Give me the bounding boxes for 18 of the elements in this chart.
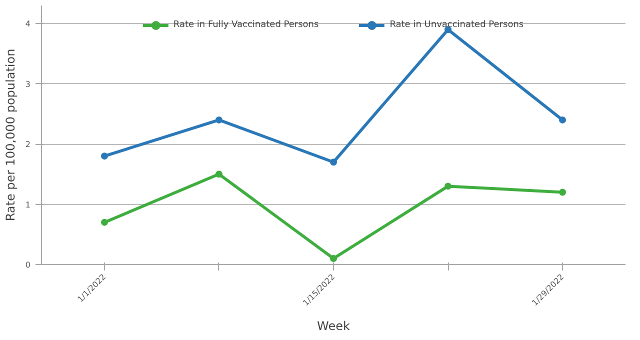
point [559, 116, 566, 124]
x-axis-title: Week [317, 318, 350, 333]
point [444, 182, 452, 190]
point [215, 170, 222, 178]
point [215, 116, 222, 124]
legend-label: Rate in Fully Vaccinated Persons [173, 20, 319, 30]
point [100, 218, 108, 226]
point [559, 188, 566, 196]
y-tick-label: 3 [25, 80, 31, 89]
point [100, 152, 108, 160]
point [330, 254, 337, 262]
y-tick-label: 1 [25, 200, 31, 210]
y-tick-label: 0 [25, 260, 31, 270]
y-tick-label: 4 [25, 20, 31, 29]
y-axis-title: Rate per 100,000 population [3, 48, 18, 222]
legend-label: Rate in Unvaccinated Persons [390, 20, 524, 30]
y-tick-label: 2 [25, 140, 31, 150]
point [330, 158, 337, 166]
